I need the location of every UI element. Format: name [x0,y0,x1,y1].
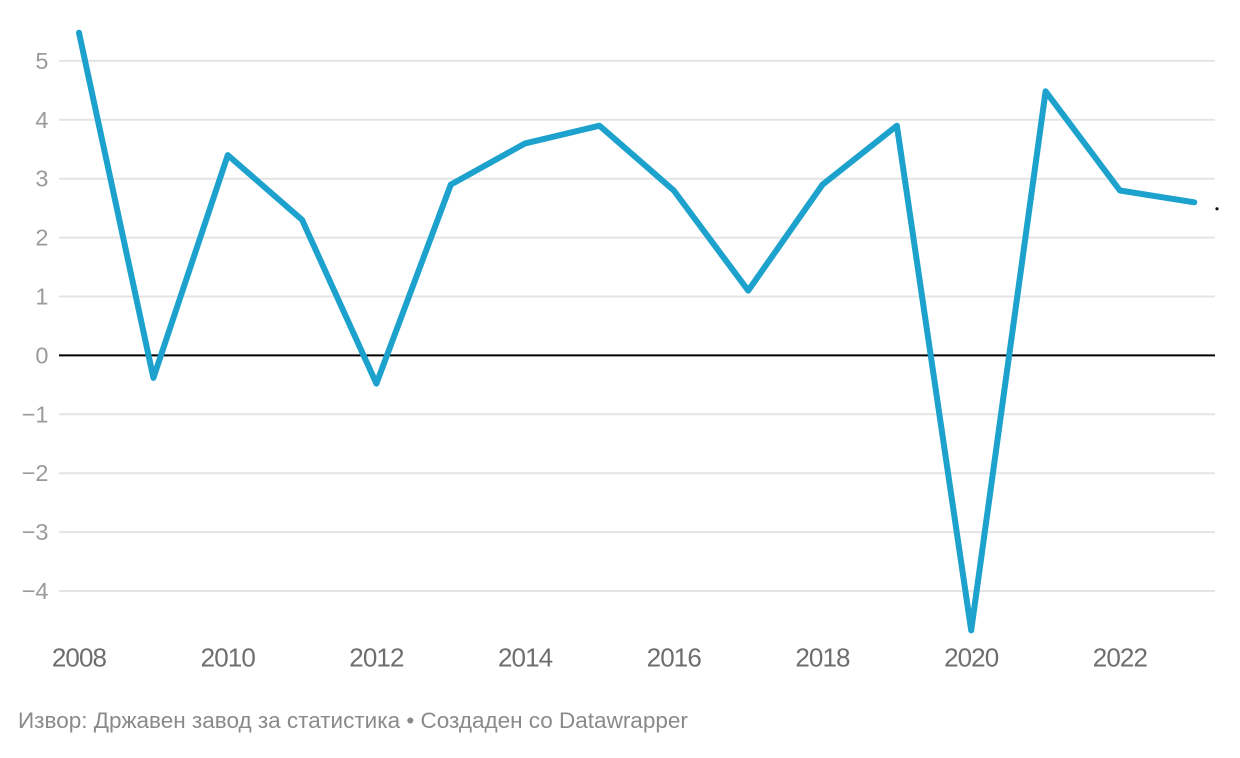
svg-text:2014: 2014 [498,643,553,673]
svg-text:2008: 2008 [52,643,107,673]
svg-text:−2: −2 [22,460,49,486]
svg-text:2016: 2016 [647,643,702,673]
svg-text:2020: 2020 [944,643,999,673]
svg-text:5: 5 [35,48,48,74]
svg-text:3: 3 [35,166,48,192]
svg-text:−4: −4 [22,578,49,604]
svg-text:−1: −1 [22,401,49,427]
svg-text:2012: 2012 [349,643,404,673]
svg-text:2: 2 [35,225,48,251]
svg-text:4: 4 [35,107,48,133]
svg-text:0: 0 [35,342,48,368]
svg-text:2018: 2018 [795,643,850,673]
svg-text:2022: 2022 [1093,643,1148,673]
svg-text:2010: 2010 [201,643,256,673]
svg-text:1: 1 [35,284,48,310]
svg-text:−3: −3 [22,519,49,545]
